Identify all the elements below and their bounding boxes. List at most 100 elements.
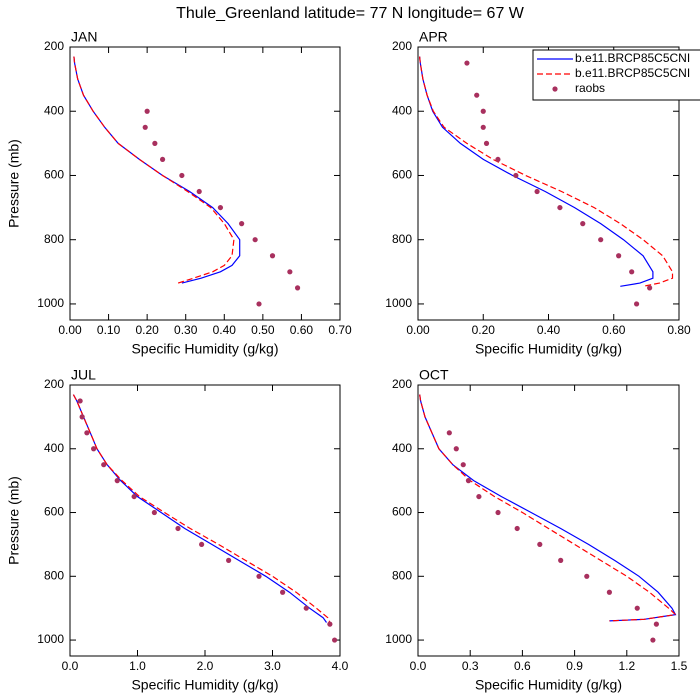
- legend-label: raobs: [575, 81, 605, 95]
- raob-point: [114, 478, 120, 484]
- panel-title: JUL: [71, 367, 96, 383]
- raob-point: [144, 108, 150, 114]
- raob-point: [131, 493, 137, 500]
- x-axis-label: Specific Humidity (g/kg): [475, 677, 622, 693]
- y-tick-label: 800: [44, 232, 64, 246]
- x-tick-label: 0.20: [135, 323, 159, 337]
- raob-point: [598, 237, 604, 243]
- raob-point: [647, 285, 653, 291]
- profile-line: [73, 56, 241, 284]
- raob-point: [534, 188, 540, 195]
- raob-point: [252, 237, 258, 243]
- y-tick-label: 200: [44, 39, 64, 53]
- panel: OCT 0.0 0.3 0.6 0.9 1.2 1.5 200 400 600 800 1000 Spe…: [385, 367, 687, 693]
- plot-frame: [69, 384, 341, 657]
- y-tick-label: 600: [392, 168, 412, 182]
- figure-title: Thule_Greenland latitude= 77 N longitude…: [176, 5, 525, 22]
- raob-point: [280, 589, 286, 595]
- y-tick-label: 400: [392, 103, 412, 117]
- x-axis-label: Specific Humidity (g/kg): [131, 341, 278, 357]
- raob-point: [537, 541, 543, 548]
- x-tick-label: 0.60: [602, 323, 626, 337]
- profile-line: [419, 56, 674, 287]
- y-tick-label: 800: [392, 568, 412, 582]
- raob-point: [495, 156, 501, 163]
- panel-title: APR: [419, 29, 448, 45]
- raob-point: [633, 301, 640, 307]
- panel: JUL 0.0 1.0 2.0 3.0 4.0 200 400 600 800 1000 Specif…: [6, 367, 349, 693]
- y-axis-label: Pressure (mb): [6, 139, 22, 228]
- y-tick-label: 800: [392, 232, 412, 246]
- panel: JAN 0.00 0.10 0.20 0.30 0.40 0.50 0.60 0.70 200 40…: [6, 29, 352, 357]
- y-tick-label: 1000: [385, 296, 412, 310]
- raob-point: [256, 573, 262, 579]
- raob-point: [179, 172, 185, 179]
- y-tick-label: 1000: [37, 296, 64, 310]
- x-tick-label: 1.2: [618, 659, 635, 673]
- raob-point: [152, 140, 158, 146]
- x-tick-label: 0.40: [213, 323, 237, 337]
- raob-point: [616, 253, 622, 259]
- raob-point: [84, 430, 90, 436]
- panel: APR 0.00 0.20 0.40 0.60 0.80 200 400 600 800 1000 S…: [385, 29, 700, 357]
- x-tick-label: 4.0: [332, 659, 349, 673]
- x-tick-label: 1.5: [671, 659, 688, 673]
- raob-point: [453, 446, 459, 452]
- x-axis-label: Specific Humidity (g/kg): [131, 677, 278, 693]
- raob-point: [495, 509, 501, 516]
- y-tick-label: 1000: [385, 632, 412, 646]
- raob-point: [287, 269, 293, 275]
- plot-frame: [417, 384, 680, 657]
- x-tick-label: 0.10: [97, 323, 121, 337]
- raob-point: [217, 204, 224, 211]
- profile-line: [73, 56, 235, 284]
- x-axis-label: Specific Humidity (g/kg): [475, 341, 622, 357]
- raob-point: [480, 108, 486, 114]
- y-tick-label: 400: [392, 441, 412, 455]
- y-tick-label: 1000: [37, 632, 64, 646]
- raob-point: [239, 221, 245, 227]
- raob-point: [606, 589, 613, 595]
- profile-line: [419, 394, 677, 622]
- raob-point: [79, 414, 85, 420]
- raob-point: [584, 573, 590, 579]
- raob-point: [91, 446, 97, 452]
- y-tick-label: 600: [44, 168, 64, 182]
- panel-title: OCT: [419, 367, 449, 383]
- legend-marker: [552, 86, 558, 92]
- x-tick-label: 0.00: [58, 323, 82, 337]
- panel-title: JAN: [71, 29, 97, 45]
- raob-point: [446, 430, 452, 436]
- raob-point: [474, 92, 480, 98]
- profile-line: [72, 394, 331, 623]
- legend-label: b.e11.BRCP85C5CNI: [575, 51, 690, 65]
- x-tick-label: 0.3: [462, 659, 479, 673]
- raob-point: [513, 172, 519, 179]
- raob-point: [303, 605, 309, 611]
- x-tick-label: 0.0: [410, 659, 427, 673]
- x-tick-label: 0.60: [290, 323, 314, 337]
- raob-point: [256, 301, 262, 307]
- raob-point: [151, 509, 157, 516]
- legend-box: [532, 49, 700, 101]
- raob-point: [476, 493, 482, 500]
- raob-point: [142, 124, 148, 130]
- y-tick-label: 200: [392, 377, 412, 391]
- raob-point: [332, 637, 338, 643]
- x-tick-label: 3.0: [264, 659, 281, 673]
- raob-point: [294, 285, 301, 291]
- raob-point: [460, 462, 466, 468]
- x-tick-label: 0.50: [251, 323, 275, 337]
- x-tick-label: 2.0: [197, 659, 214, 673]
- raob-point: [226, 557, 232, 563]
- y-tick-label: 200: [392, 39, 412, 53]
- x-tick-label: 0.00: [406, 323, 430, 337]
- raob-point: [634, 605, 640, 611]
- y-axis-label: Pressure (mb): [6, 476, 22, 565]
- raob-point: [557, 204, 563, 211]
- raob-point: [327, 621, 333, 627]
- raob-point: [175, 525, 181, 532]
- raob-point: [580, 221, 586, 227]
